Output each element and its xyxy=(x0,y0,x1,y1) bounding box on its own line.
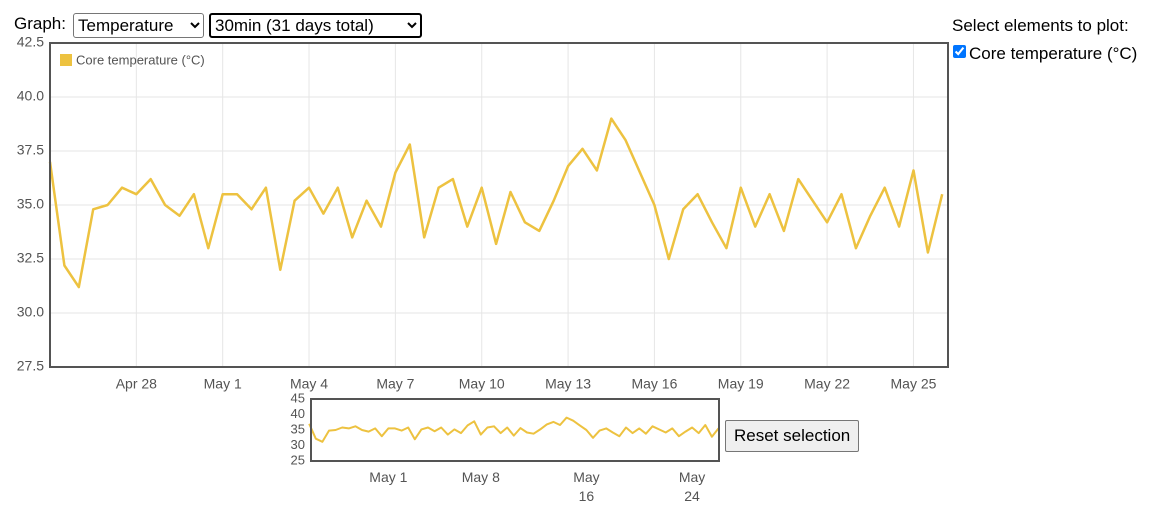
x-tick-label: May 16 xyxy=(631,376,677,392)
x-tick-label: May 13 xyxy=(545,376,591,392)
y-tick-label: 35.0 xyxy=(17,196,44,212)
series-line xyxy=(48,117,944,289)
y-tick-label: 45 xyxy=(291,390,305,405)
x-tick-label: May 7 xyxy=(376,376,414,392)
element-checkbox[interactable] xyxy=(953,45,966,58)
y-tick-label: 30 xyxy=(291,437,305,452)
y-tick-label: 40 xyxy=(291,406,305,421)
plot-border xyxy=(49,42,949,368)
elements-heading: Select elements to plot: xyxy=(952,16,1129,35)
x-tick-label: May 16 xyxy=(573,469,600,504)
y-tick-label: 42.5 xyxy=(17,34,44,50)
x-tick-label: May 25 xyxy=(891,376,937,392)
legend-label: Core temperature (°C) xyxy=(76,52,205,67)
x-tick-label: May 19 xyxy=(718,376,764,392)
series-line xyxy=(308,416,720,443)
y-tick-label: 30.0 xyxy=(17,304,44,320)
element-label: Core temperature (°C) xyxy=(969,44,1138,63)
x-tick-label: Apr 28 xyxy=(116,376,157,392)
x-tick-label: May 10 xyxy=(459,376,505,392)
legend-swatch xyxy=(60,54,72,66)
reset-button[interactable]: Reset selection xyxy=(725,420,860,452)
y-tick-label: 25 xyxy=(291,452,305,467)
x-tick-label: May 1 xyxy=(204,376,242,392)
x-tick-label: May 8 xyxy=(461,469,500,485)
x-tick-label: May 24 xyxy=(678,469,706,504)
graph-select[interactable]: Temperature xyxy=(73,13,204,38)
y-tick-label: 27.5 xyxy=(17,358,44,374)
y-tick-label: 40.0 xyxy=(17,88,44,104)
y-tick-label: 37.5 xyxy=(17,142,44,158)
graph-label: Graph: xyxy=(14,14,66,33)
range-select[interactable]: 30min (31 days total) xyxy=(209,13,422,38)
x-tick-label: May 22 xyxy=(804,376,850,392)
x-tick-label: May 4 xyxy=(290,376,328,392)
x-tick-label: May 1 xyxy=(369,469,408,485)
y-tick-label: 35 xyxy=(291,421,305,436)
plot-border xyxy=(310,398,720,462)
y-tick-label: 32.5 xyxy=(17,250,44,266)
